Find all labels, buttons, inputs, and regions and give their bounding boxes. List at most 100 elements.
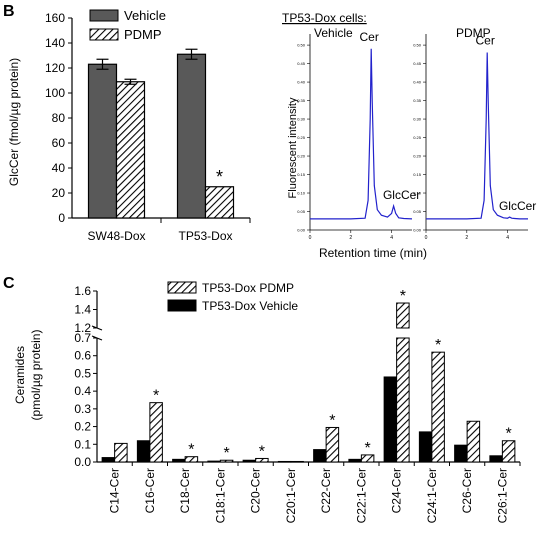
- ceramides-y-axis-label-line2: (pmol/µg protein): [29, 330, 43, 421]
- legend-label-tp53-pdmp: TP53-Dox PDMP: [202, 281, 294, 295]
- hplc-y-tick-label: 0.30: [413, 117, 422, 122]
- bar: [313, 449, 327, 463]
- x-tick-label: C26:1-Cer: [495, 468, 509, 523]
- significance-asterisk: *: [400, 288, 406, 305]
- bar: [184, 456, 199, 463]
- hplc-y-axis-label: Fluorescent intensity: [287, 97, 299, 198]
- legend-swatch-vehicle: [89, 9, 119, 22]
- hplc-y-tick-label: 0.20: [297, 154, 306, 159]
- significance-asterisk: *: [224, 445, 230, 462]
- significance-asterisk: *: [329, 412, 335, 429]
- bar: [418, 431, 433, 463]
- bar: [87, 63, 118, 219]
- x-tick-label: C14-Cer: [108, 468, 122, 513]
- hplc-y-tick-label: 0.15: [297, 172, 306, 177]
- legend-swatch-pdmp: [89, 28, 119, 41]
- bar-lower: [396, 337, 410, 463]
- hplc-y-tick-label: 0.45: [413, 61, 422, 66]
- hplc-peak-label: Cer: [476, 33, 495, 47]
- bar: [290, 460, 304, 463]
- bar: [219, 459, 234, 463]
- y-tick-label: 0: [58, 211, 65, 225]
- bar: [277, 460, 292, 463]
- y-tick-label: 1.6: [74, 284, 91, 298]
- x-tick-label: C22:1-Cer: [354, 468, 368, 523]
- ceramides-y-axis-label-line1: Ceramides: [13, 346, 27, 404]
- glccer-legend: Vehicle PDMP: [89, 8, 166, 42]
- hplc-y-tick-label: 0.40: [413, 80, 422, 85]
- hplc-y-tick-label: 0.45: [297, 61, 306, 66]
- hplc-trace-line: [310, 48, 413, 220]
- legend-swatch-pdmp: [167, 281, 197, 294]
- hplc-panel-title: PDMP: [456, 26, 491, 40]
- significance-asterisk: *: [435, 337, 441, 354]
- bar: [360, 454, 375, 463]
- x-tick-label: TP53-Dox: [178, 229, 232, 243]
- hplc-y-tick-label: 0.00: [297, 228, 306, 233]
- bar: [383, 376, 398, 463]
- x-tick-label: C18-Cer: [178, 468, 192, 513]
- y-tick-label: 0.4: [74, 384, 91, 398]
- hplc-y-tick-label: 0.40: [297, 80, 306, 85]
- bar: [149, 402, 163, 463]
- bar: [501, 440, 516, 463]
- bar: [466, 420, 481, 463]
- bar: [176, 53, 207, 219]
- hplc-y-tick-label: 0.20: [413, 154, 422, 159]
- hplc-y-tick-label: 0.05: [297, 209, 306, 214]
- y-tick-label: 1.2: [74, 321, 91, 335]
- y-tick-label: 40: [52, 161, 66, 175]
- hplc-x-tick-label: 0: [309, 235, 312, 241]
- hplc-y-tick-label: 0.30: [297, 117, 306, 122]
- y-tick-label: 100: [45, 86, 65, 100]
- y-tick-label: 80: [52, 111, 66, 125]
- hplc-peak-label: GlcCer: [499, 199, 536, 213]
- significance-asterisk: *: [153, 388, 159, 405]
- y-tick-label: 160: [45, 11, 65, 25]
- hplc-y-tick-label: 0.10: [297, 191, 306, 196]
- hplc-heading: TP53-Dox cells:: [282, 11, 367, 25]
- y-tick-label: 0.1: [74, 437, 91, 451]
- y-tick-label: 0.2: [74, 420, 91, 434]
- x-tick-label: C18:1-Cer: [213, 468, 227, 523]
- significance-asterisk: *: [365, 440, 371, 457]
- y-tick-label: 60: [52, 136, 66, 150]
- bar: [348, 458, 362, 463]
- x-tick-label: SW48-Dox: [87, 229, 145, 243]
- x-tick-label: C16-Cer: [143, 468, 157, 513]
- ceramides-legend: TP53-Dox PDMP TP53-Dox Vehicle: [167, 281, 298, 313]
- panel-label-c: C: [3, 275, 15, 292]
- hplc-x-tick-label: 4: [506, 235, 509, 241]
- hplc-x-tick-label: 2: [349, 235, 352, 241]
- bar: [255, 457, 269, 463]
- hplc-x-tick-label: 4: [390, 235, 393, 241]
- x-tick-label: C20:1-Cer: [284, 468, 298, 523]
- hplc-y-tick-label: 0.25: [413, 135, 422, 140]
- hplc-y-tick-label: 0.35: [413, 98, 422, 103]
- y-tick-label: 140: [45, 36, 65, 50]
- hplc-y-tick-label: 0.15: [413, 172, 422, 177]
- y-tick-label: 0.7: [74, 331, 91, 345]
- hplc-y-tick-label: 0.00: [413, 228, 422, 233]
- x-tick-label: C24:1-Cer: [425, 468, 439, 523]
- hplc-peak-label: Cer: [360, 30, 379, 44]
- ceramides-bar-chart: Ceramides (pmol/µg protein) TP53-Dox PDM…: [13, 281, 521, 523]
- bar: [101, 457, 116, 463]
- y-tick-label: 0.5: [74, 366, 91, 380]
- legend-label-vehicle: Vehicle: [124, 8, 166, 23]
- bar: [204, 186, 235, 219]
- bar: [172, 458, 186, 463]
- legend-label-pdmp: PDMP: [124, 27, 162, 42]
- x-tick-label: C24-Cer: [390, 468, 404, 513]
- hplc-x-axis-label: Retention time (min): [319, 246, 427, 260]
- significance-asterisk: *: [216, 167, 223, 187]
- bar: [115, 81, 146, 219]
- significance-asterisk: *: [506, 426, 512, 443]
- hplc-y-tick-label: 0.10: [413, 191, 422, 196]
- hplc-panel-title: Vehicle: [314, 26, 353, 40]
- bar: [325, 426, 340, 463]
- x-tick-label: C20-Cer: [249, 468, 263, 513]
- hplc-y-tick-label: 0.05: [413, 209, 422, 214]
- bar: [207, 460, 221, 463]
- panel-label-b: B: [3, 3, 15, 20]
